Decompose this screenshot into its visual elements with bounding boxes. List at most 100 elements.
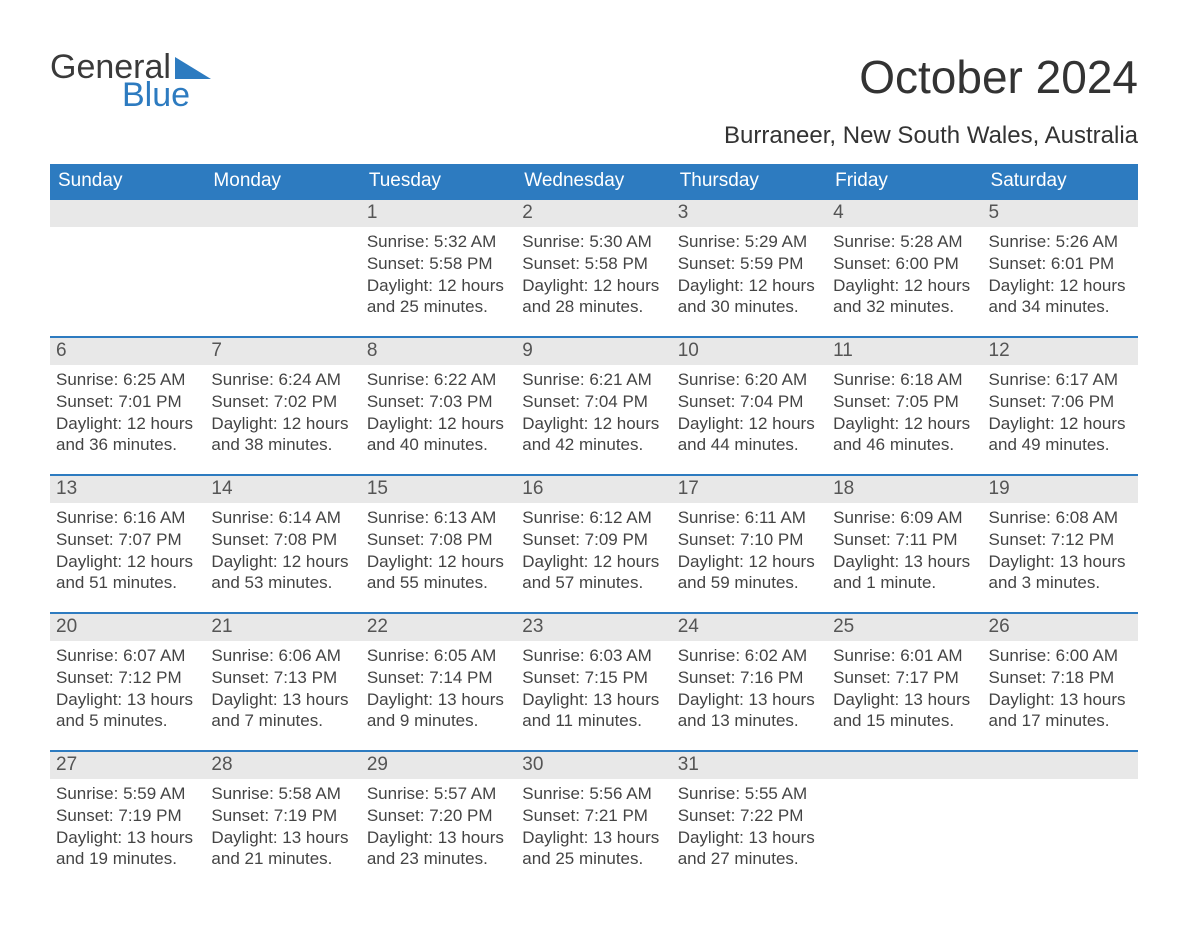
- calendar-cell: 21Sunrise: 6:06 AMSunset: 7:13 PMDayligh…: [205, 613, 360, 751]
- sunrise-text: Sunrise: 5:30 AM: [522, 231, 665, 253]
- day-details: Sunrise: 6:11 AMSunset: 7:10 PMDaylight:…: [672, 503, 827, 612]
- sunrise-text: Sunrise: 5:56 AM: [522, 783, 665, 805]
- calendar-cell: 22Sunrise: 6:05 AMSunset: 7:14 PMDayligh…: [361, 613, 516, 751]
- sunrise-text: Sunrise: 6:02 AM: [678, 645, 821, 667]
- day-number: 9: [516, 338, 671, 365]
- calendar-cell: 14Sunrise: 6:14 AMSunset: 7:08 PMDayligh…: [205, 475, 360, 613]
- day-number: 2: [516, 200, 671, 227]
- day-details: Sunrise: 6:05 AMSunset: 7:14 PMDaylight:…: [361, 641, 516, 750]
- calendar-cell: 8Sunrise: 6:22 AMSunset: 7:03 PMDaylight…: [361, 337, 516, 475]
- sunset-text: Sunset: 5:58 PM: [522, 253, 665, 275]
- sunset-text: Sunset: 6:00 PM: [833, 253, 976, 275]
- sunset-text: Sunset: 7:01 PM: [56, 391, 199, 413]
- sunrise-text: Sunrise: 6:14 AM: [211, 507, 354, 529]
- sunrise-text: Sunrise: 5:29 AM: [678, 231, 821, 253]
- calendar-cell: 13Sunrise: 6:16 AMSunset: 7:07 PMDayligh…: [50, 475, 205, 613]
- daylight-text: Daylight: 13 hours and 3 minutes.: [989, 551, 1132, 595]
- day-details: Sunrise: 5:56 AMSunset: 7:21 PMDaylight:…: [516, 779, 671, 888]
- daylight-text: Daylight: 13 hours and 27 minutes.: [678, 827, 821, 871]
- sunrise-text: Sunrise: 6:08 AM: [989, 507, 1132, 529]
- sunrise-text: Sunrise: 6:22 AM: [367, 369, 510, 391]
- sunset-text: Sunset: 7:12 PM: [56, 667, 199, 689]
- day-details: Sunrise: 6:01 AMSunset: 7:17 PMDaylight:…: [827, 641, 982, 750]
- day-details: Sunrise: 6:09 AMSunset: 7:11 PMDaylight:…: [827, 503, 982, 612]
- day-details: Sunrise: 6:03 AMSunset: 7:15 PMDaylight:…: [516, 641, 671, 750]
- calendar-cell: 19Sunrise: 6:08 AMSunset: 7:12 PMDayligh…: [983, 475, 1138, 613]
- sunset-text: Sunset: 7:08 PM: [367, 529, 510, 551]
- daylight-text: Daylight: 13 hours and 17 minutes.: [989, 689, 1132, 733]
- sunset-text: Sunset: 7:04 PM: [522, 391, 665, 413]
- day-details: Sunrise: 6:16 AMSunset: 7:07 PMDaylight:…: [50, 503, 205, 612]
- calendar-cell: 30Sunrise: 5:56 AMSunset: 7:21 PMDayligh…: [516, 751, 671, 888]
- day-number: 1: [361, 200, 516, 227]
- sunset-text: Sunset: 7:13 PM: [211, 667, 354, 689]
- sunrise-text: Sunrise: 6:03 AM: [522, 645, 665, 667]
- calendar-cell: [205, 199, 360, 337]
- day-number: 15: [361, 476, 516, 503]
- day-details: Sunrise: 5:28 AMSunset: 6:00 PMDaylight:…: [827, 227, 982, 336]
- calendar-cell: 31Sunrise: 5:55 AMSunset: 7:22 PMDayligh…: [672, 751, 827, 888]
- calendar-cell: 29Sunrise: 5:57 AMSunset: 7:20 PMDayligh…: [361, 751, 516, 888]
- day-details: Sunrise: 6:06 AMSunset: 7:13 PMDaylight:…: [205, 641, 360, 750]
- page-title: October 2024: [724, 50, 1138, 104]
- day-header: Wednesday: [516, 164, 671, 199]
- logo: General Blue: [50, 50, 211, 112]
- daylight-text: Daylight: 12 hours and 25 minutes.: [367, 275, 510, 319]
- calendar-week: 20Sunrise: 6:07 AMSunset: 7:12 PMDayligh…: [50, 613, 1138, 751]
- day-header: Friday: [827, 164, 982, 199]
- day-number: 5: [983, 200, 1138, 227]
- sunrise-text: Sunrise: 6:24 AM: [211, 369, 354, 391]
- day-details: Sunrise: 6:17 AMSunset: 7:06 PMDaylight:…: [983, 365, 1138, 474]
- calendar-cell: 28Sunrise: 5:58 AMSunset: 7:19 PMDayligh…: [205, 751, 360, 888]
- day-details: Sunrise: 6:21 AMSunset: 7:04 PMDaylight:…: [516, 365, 671, 474]
- day-header: Thursday: [672, 164, 827, 199]
- calendar-week: 1Sunrise: 5:32 AMSunset: 5:58 PMDaylight…: [50, 199, 1138, 337]
- day-number: 31: [672, 752, 827, 779]
- sunset-text: Sunset: 7:06 PM: [989, 391, 1132, 413]
- daylight-text: Daylight: 13 hours and 7 minutes.: [211, 689, 354, 733]
- day-details: Sunrise: 6:00 AMSunset: 7:18 PMDaylight:…: [983, 641, 1138, 750]
- location-subtitle: Burraneer, New South Wales, Australia: [724, 122, 1138, 150]
- daylight-text: Daylight: 12 hours and 34 minutes.: [989, 275, 1132, 319]
- day-number: 29: [361, 752, 516, 779]
- daylight-text: Daylight: 13 hours and 23 minutes.: [367, 827, 510, 871]
- daylight-text: Daylight: 12 hours and 49 minutes.: [989, 413, 1132, 457]
- day-details: Sunrise: 5:30 AMSunset: 5:58 PMDaylight:…: [516, 227, 671, 336]
- calendar-cell: 16Sunrise: 6:12 AMSunset: 7:09 PMDayligh…: [516, 475, 671, 613]
- sunset-text: Sunset: 7:04 PM: [678, 391, 821, 413]
- daylight-text: Daylight: 13 hours and 5 minutes.: [56, 689, 199, 733]
- sunrise-text: Sunrise: 5:58 AM: [211, 783, 354, 805]
- day-details: Sunrise: 5:32 AMSunset: 5:58 PMDaylight:…: [361, 227, 516, 336]
- sunrise-text: Sunrise: 6:07 AM: [56, 645, 199, 667]
- calendar-cell: 27Sunrise: 5:59 AMSunset: 7:19 PMDayligh…: [50, 751, 205, 888]
- day-number: 27: [50, 752, 205, 779]
- daylight-text: Daylight: 12 hours and 57 minutes.: [522, 551, 665, 595]
- sunset-text: Sunset: 7:05 PM: [833, 391, 976, 413]
- daylight-text: Daylight: 13 hours and 21 minutes.: [211, 827, 354, 871]
- daylight-text: Daylight: 12 hours and 42 minutes.: [522, 413, 665, 457]
- day-number: [827, 752, 982, 779]
- daylight-text: Daylight: 13 hours and 25 minutes.: [522, 827, 665, 871]
- sunset-text: Sunset: 7:14 PM: [367, 667, 510, 689]
- sunset-text: Sunset: 7:10 PM: [678, 529, 821, 551]
- calendar-cell: 23Sunrise: 6:03 AMSunset: 7:15 PMDayligh…: [516, 613, 671, 751]
- calendar-cell: 9Sunrise: 6:21 AMSunset: 7:04 PMDaylight…: [516, 337, 671, 475]
- day-details: Sunrise: 6:25 AMSunset: 7:01 PMDaylight:…: [50, 365, 205, 474]
- day-number: 17: [672, 476, 827, 503]
- day-details: Sunrise: 6:18 AMSunset: 7:05 PMDaylight:…: [827, 365, 982, 474]
- day-number: 30: [516, 752, 671, 779]
- sunset-text: Sunset: 7:21 PM: [522, 805, 665, 827]
- sunset-text: Sunset: 7:18 PM: [989, 667, 1132, 689]
- sunset-text: Sunset: 7:07 PM: [56, 529, 199, 551]
- sunset-text: Sunset: 7:08 PM: [211, 529, 354, 551]
- calendar-cell: 15Sunrise: 6:13 AMSunset: 7:08 PMDayligh…: [361, 475, 516, 613]
- day-number: 24: [672, 614, 827, 641]
- calendar-cell: 20Sunrise: 6:07 AMSunset: 7:12 PMDayligh…: [50, 613, 205, 751]
- sunrise-text: Sunrise: 5:28 AM: [833, 231, 976, 253]
- day-details: Sunrise: 6:12 AMSunset: 7:09 PMDaylight:…: [516, 503, 671, 612]
- calendar-cell: 12Sunrise: 6:17 AMSunset: 7:06 PMDayligh…: [983, 337, 1138, 475]
- sunset-text: Sunset: 6:01 PM: [989, 253, 1132, 275]
- sunrise-text: Sunrise: 6:13 AM: [367, 507, 510, 529]
- logo-word-blue: Blue: [122, 78, 211, 112]
- day-details: Sunrise: 6:20 AMSunset: 7:04 PMDaylight:…: [672, 365, 827, 474]
